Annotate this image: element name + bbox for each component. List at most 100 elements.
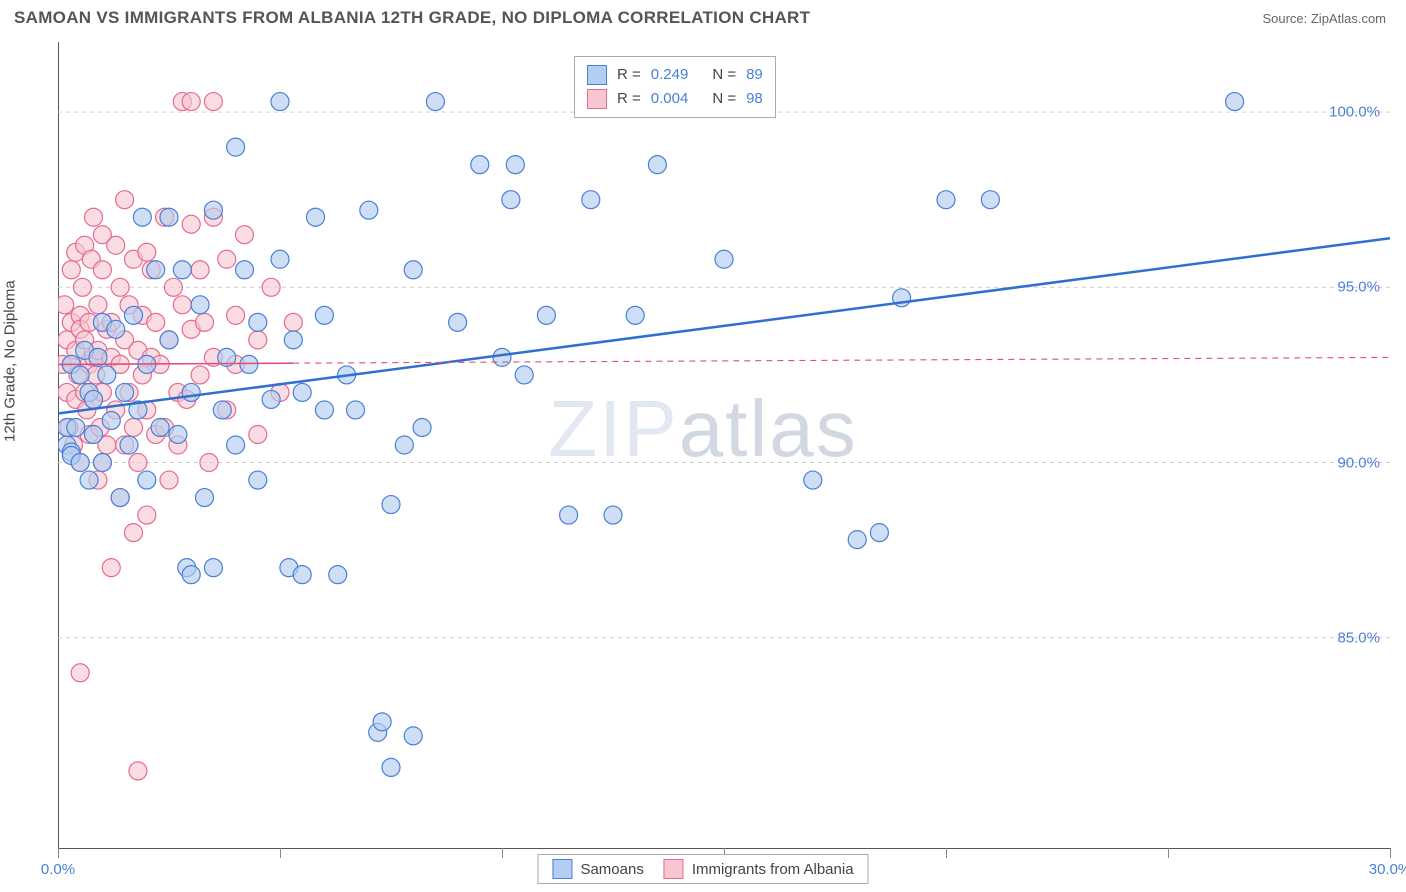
data-point [160, 471, 178, 489]
data-point [315, 401, 333, 419]
data-point [182, 566, 200, 584]
data-point [870, 524, 888, 542]
data-point [71, 664, 89, 682]
data-point [981, 191, 999, 209]
data-point [98, 366, 116, 384]
x-tick-label: 30.0% [1369, 861, 1406, 878]
stat-n-value: 98 [746, 87, 763, 111]
scatter-plot [58, 42, 1390, 848]
data-point [111, 489, 129, 507]
data-point [493, 348, 511, 366]
data-point [93, 454, 111, 472]
data-point [235, 226, 253, 244]
data-point [413, 418, 431, 436]
legend-swatch [664, 859, 684, 879]
data-point [138, 243, 156, 261]
data-point [227, 306, 245, 324]
data-point [124, 306, 142, 324]
x-tick [1390, 848, 1391, 858]
stats-row: R = 0.249N = 89 [587, 63, 763, 87]
chart-title: SAMOAN VS IMMIGRANTS FROM ALBANIA 12TH G… [14, 8, 810, 28]
data-point [111, 278, 129, 296]
stat-r-value: 0.004 [651, 87, 689, 111]
data-point [160, 331, 178, 349]
data-point [293, 566, 311, 584]
data-point [395, 436, 413, 454]
data-point [537, 306, 555, 324]
x-tick [502, 848, 503, 858]
data-point [182, 215, 200, 233]
data-point [138, 506, 156, 524]
data-point [471, 156, 489, 174]
data-point [560, 506, 578, 524]
data-point [67, 418, 85, 436]
data-point [249, 471, 267, 489]
data-point [213, 401, 231, 419]
x-tick-label: 0.0% [41, 861, 75, 878]
data-point [58, 296, 74, 314]
x-tick [58, 848, 59, 858]
chart-header: SAMOAN VS IMMIGRANTS FROM ALBANIA 12TH G… [0, 0, 1406, 38]
data-point [200, 454, 218, 472]
data-point [249, 331, 267, 349]
chart-container: 12th Grade, No Diploma ZIPatlas 85.0%90.… [14, 42, 1392, 848]
data-point [271, 250, 289, 268]
data-point [249, 313, 267, 331]
data-point [120, 436, 138, 454]
stat-r-label: R = [617, 87, 641, 111]
data-point [218, 250, 236, 268]
data-point [293, 383, 311, 401]
data-point [191, 296, 209, 314]
stats-row: R = 0.004N = 98 [587, 87, 763, 111]
data-point [129, 454, 147, 472]
data-point [360, 201, 378, 219]
data-point [284, 331, 302, 349]
data-point [196, 313, 214, 331]
data-point [191, 261, 209, 279]
data-point [204, 559, 222, 577]
data-point [169, 425, 187, 443]
data-point [204, 201, 222, 219]
data-point [173, 261, 191, 279]
stat-r-value: 0.249 [651, 63, 689, 87]
data-point [191, 366, 209, 384]
data-point [80, 471, 98, 489]
legend-swatch [587, 89, 607, 109]
x-tick [280, 848, 281, 858]
x-tick [1168, 848, 1169, 858]
legend-item: Immigrants from Albania [664, 859, 854, 879]
data-point [271, 93, 289, 111]
data-point [404, 261, 422, 279]
data-point [626, 306, 644, 324]
data-point [804, 471, 822, 489]
data-point [284, 313, 302, 331]
data-point [329, 566, 347, 584]
data-point [648, 156, 666, 174]
data-point [227, 138, 245, 156]
data-point [102, 411, 120, 429]
data-point [715, 250, 733, 268]
data-point [204, 93, 222, 111]
stat-n-value: 89 [746, 63, 763, 87]
data-point [235, 261, 253, 279]
data-point [124, 524, 142, 542]
data-point [307, 208, 325, 226]
legend: SamoansImmigrants from Albania [537, 854, 868, 884]
data-point [102, 559, 120, 577]
data-point [382, 496, 400, 514]
data-point [160, 208, 178, 226]
data-point [262, 278, 280, 296]
data-point [182, 383, 200, 401]
data-point [515, 366, 533, 384]
data-point [124, 418, 142, 436]
data-point [71, 454, 89, 472]
y-tick-label: 90.0% [1337, 454, 1380, 471]
data-point [151, 418, 169, 436]
data-point [138, 471, 156, 489]
data-point [426, 93, 444, 111]
legend-label: Immigrants from Albania [692, 861, 854, 878]
y-axis-label: 12th Grade, No Diploma [2, 280, 19, 442]
data-point [107, 236, 125, 254]
data-point [173, 296, 191, 314]
data-point [196, 489, 214, 507]
